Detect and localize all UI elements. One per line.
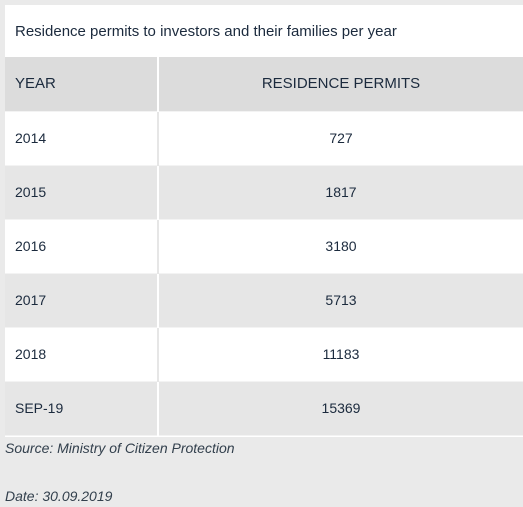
table-row: 2018 11183	[5, 327, 523, 381]
table-header-row: YEAR RESIDENCE PERMITS	[5, 57, 523, 111]
residence-permits-table: YEAR RESIDENCE PERMITS 2014 727 2015 181…	[5, 57, 523, 436]
table-panel: Residence permits to investors and their…	[5, 5, 523, 437]
table-row: SEP-19 15369	[5, 381, 523, 435]
year-cell: 2015	[5, 165, 159, 219]
table-title: Residence permits to investors and their…	[15, 22, 397, 40]
permits-cell: 5713	[325, 292, 357, 308]
column-header-residence-permits: RESIDENCE PERMITS	[261, 75, 421, 93]
year-cell: 2018	[5, 327, 159, 381]
table-row: 2017 5713	[5, 273, 523, 327]
year-cell: 2014	[5, 111, 159, 165]
year-cell: SEP-19	[5, 381, 159, 435]
table-row: 2016 3180	[5, 219, 523, 273]
table-row: 2014 727	[5, 111, 523, 165]
date-note: Date: 30.09.2019	[5, 488, 113, 504]
year-cell: 2016	[5, 219, 159, 273]
column-header-year: YEAR	[5, 57, 159, 111]
table-row: 2015 1817	[5, 165, 523, 219]
permits-cell: 15369	[321, 400, 361, 416]
year-cell: 2017	[5, 273, 159, 327]
permits-cell: 11183	[322, 346, 360, 362]
source-note: Source: Ministry of Citizen Protection	[5, 440, 235, 456]
permits-cell: 3180	[325, 238, 357, 254]
permits-cell: 1817	[325, 184, 357, 200]
permits-cell: 727	[329, 130, 353, 146]
